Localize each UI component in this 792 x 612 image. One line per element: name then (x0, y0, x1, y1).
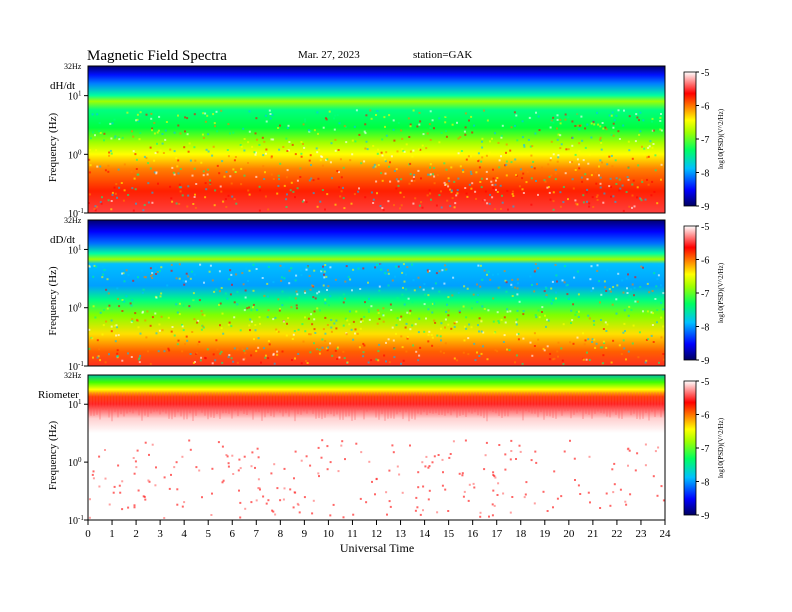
x-tick-label: 24 (660, 528, 672, 540)
y-top-label: 32Hz (64, 62, 82, 71)
x-tick-label: 0 (85, 528, 91, 540)
panel-frame (87, 219, 666, 367)
colorbar (683, 225, 697, 361)
colorbar-tick: -6 (701, 102, 709, 113)
x-tick-label: 12 (371, 528, 382, 540)
panel-label: dH/dt (50, 80, 75, 92)
colorbar-tick: -8 (701, 169, 709, 180)
y-tick-label: 100 (68, 456, 82, 469)
x-tick-label: 17 (491, 528, 503, 540)
y-top-label: 32Hz (64, 216, 82, 225)
colorbar (683, 71, 697, 207)
colorbar-label: log10(PSD)(V^2/Hz) (717, 262, 725, 323)
y-axis-label: Frequency (Hz) (47, 421, 59, 491)
colorbar-label: log10(PSD)(V^2/Hz) (717, 417, 725, 478)
spectrogram (88, 66, 665, 213)
colorbar-tick: -8 (701, 478, 709, 489)
colorbar-tick: -6 (701, 256, 709, 267)
y-axis-label: Frequency (Hz) (47, 113, 59, 183)
colorbar-tick: -6 (701, 411, 709, 422)
colorbar (683, 380, 697, 516)
colorbar-tick: -8 (701, 323, 709, 334)
spectrogram (88, 220, 665, 366)
colorbar-tick: -9 (701, 356, 709, 367)
x-tick-label: 3 (157, 528, 163, 540)
panel-label: dD/dt (50, 234, 75, 246)
colorbar-tick: -9 (701, 202, 709, 213)
x-tick-label: 8 (278, 528, 284, 540)
colorbar-label: log10(PSD)(V^2/Hz) (717, 108, 725, 169)
x-tick-label: 19 (539, 528, 551, 540)
x-tick-label: 5 (205, 528, 211, 540)
colorbar-tick: -7 (701, 135, 709, 146)
date-label: Mar. 27, 2023 (298, 49, 360, 61)
y-top-label: 32Hz (64, 371, 82, 380)
panel-frame (87, 65, 666, 214)
x-tick-label: 6 (230, 528, 236, 540)
y-tick-label: 100 (68, 302, 82, 315)
x-tick-label: 16 (467, 528, 479, 540)
x-tick-label: 7 (254, 528, 260, 540)
x-axis: 0 1 2 3 4 5 6 7 8 9 10 11 12 13 14 15 16 17 18 19 20 21 22 23 24 (85, 520, 671, 540)
x-tick-label: 4 (181, 528, 187, 540)
colorbar-tick: -5 (701, 377, 709, 388)
colorbar-tick: -9 (701, 511, 709, 522)
colorbar-tick: -5 (701, 68, 709, 79)
colorbar-tick: -5 (701, 222, 709, 233)
x-tick-label: 21 (587, 528, 598, 540)
y-tick-label: 100 (68, 148, 82, 161)
colorbar-tick: -7 (701, 289, 709, 300)
y-axis-label: Frequency (Hz) (47, 266, 59, 336)
x-tick-label: 20 (563, 528, 575, 540)
spectrogram-texture (88, 263, 665, 365)
x-tick-label: 23 (635, 528, 647, 540)
x-tick-label: 14 (419, 528, 431, 540)
figure-title: Magnetic Field Spectra (87, 48, 227, 64)
y-tick-label: 10-1 (68, 514, 84, 527)
station-label: station=GAK (413, 49, 472, 61)
colorbar-tick: -7 (701, 444, 709, 455)
panel-label: Riometer (38, 389, 79, 401)
x-tick-label: 18 (515, 528, 527, 540)
x-axis-label: Universal Time (340, 541, 414, 555)
x-tick-label: 15 (443, 528, 455, 540)
x-tick-label: 11 (347, 528, 358, 540)
spectrogram-texture (88, 109, 663, 212)
x-tick-label: 2 (133, 528, 139, 540)
x-tick-label: 9 (302, 528, 308, 540)
x-tick-label: 10 (323, 528, 335, 540)
x-tick-label: 13 (395, 528, 407, 540)
x-tick-label: 1 (109, 528, 115, 540)
x-tick-label: 22 (611, 528, 622, 540)
